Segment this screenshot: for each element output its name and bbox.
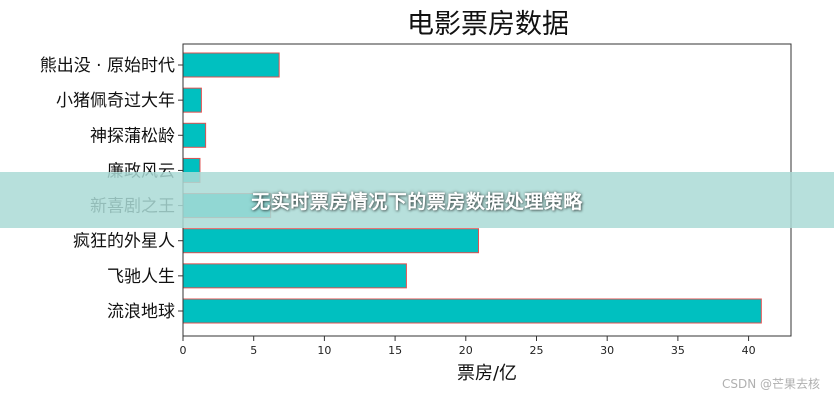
y-tick-label: 小猪佩奇过大年 — [56, 91, 175, 111]
x-tick-label: 0 — [180, 344, 187, 357]
banner-text: 无实时票房情况下的票房数据处理策略 — [251, 190, 583, 213]
bar — [182, 263, 407, 289]
x-tick-label: 15 — [388, 344, 402, 357]
x-tick-label: 5 — [250, 344, 257, 357]
bar — [182, 52, 280, 78]
y-tick-label: 流浪地球 — [107, 302, 175, 322]
bar — [182, 122, 207, 148]
y-tick-label: 熊出没 · 原始时代 — [40, 56, 175, 76]
x-tick-label: 35 — [671, 344, 685, 357]
y-tick-label: 飞驰人生 — [107, 267, 175, 287]
x-tick-label: 40 — [742, 344, 756, 357]
y-tick-label: 疯狂的外星人 — [73, 232, 175, 252]
x-tick-label: 25 — [529, 344, 543, 357]
x-tick-label: 20 — [459, 344, 473, 357]
x-tick-label: 10 — [317, 344, 331, 357]
x-axis-label: 票房/亿 — [457, 363, 517, 384]
bar — [182, 228, 480, 254]
x-tick-label: 30 — [600, 344, 614, 357]
bar — [182, 298, 762, 324]
title-banner: 无实时票房情况下的票房数据处理策略 — [0, 172, 834, 228]
chart-title: 电影票房数据 — [407, 9, 569, 40]
y-tick-label: 神探蒲松龄 — [90, 126, 175, 146]
bar — [182, 87, 202, 113]
watermark: CSDN @芒果去核 — [721, 377, 820, 391]
x-axis: 0 5 10 15 20 25 30 35 40 — [180, 336, 756, 357]
